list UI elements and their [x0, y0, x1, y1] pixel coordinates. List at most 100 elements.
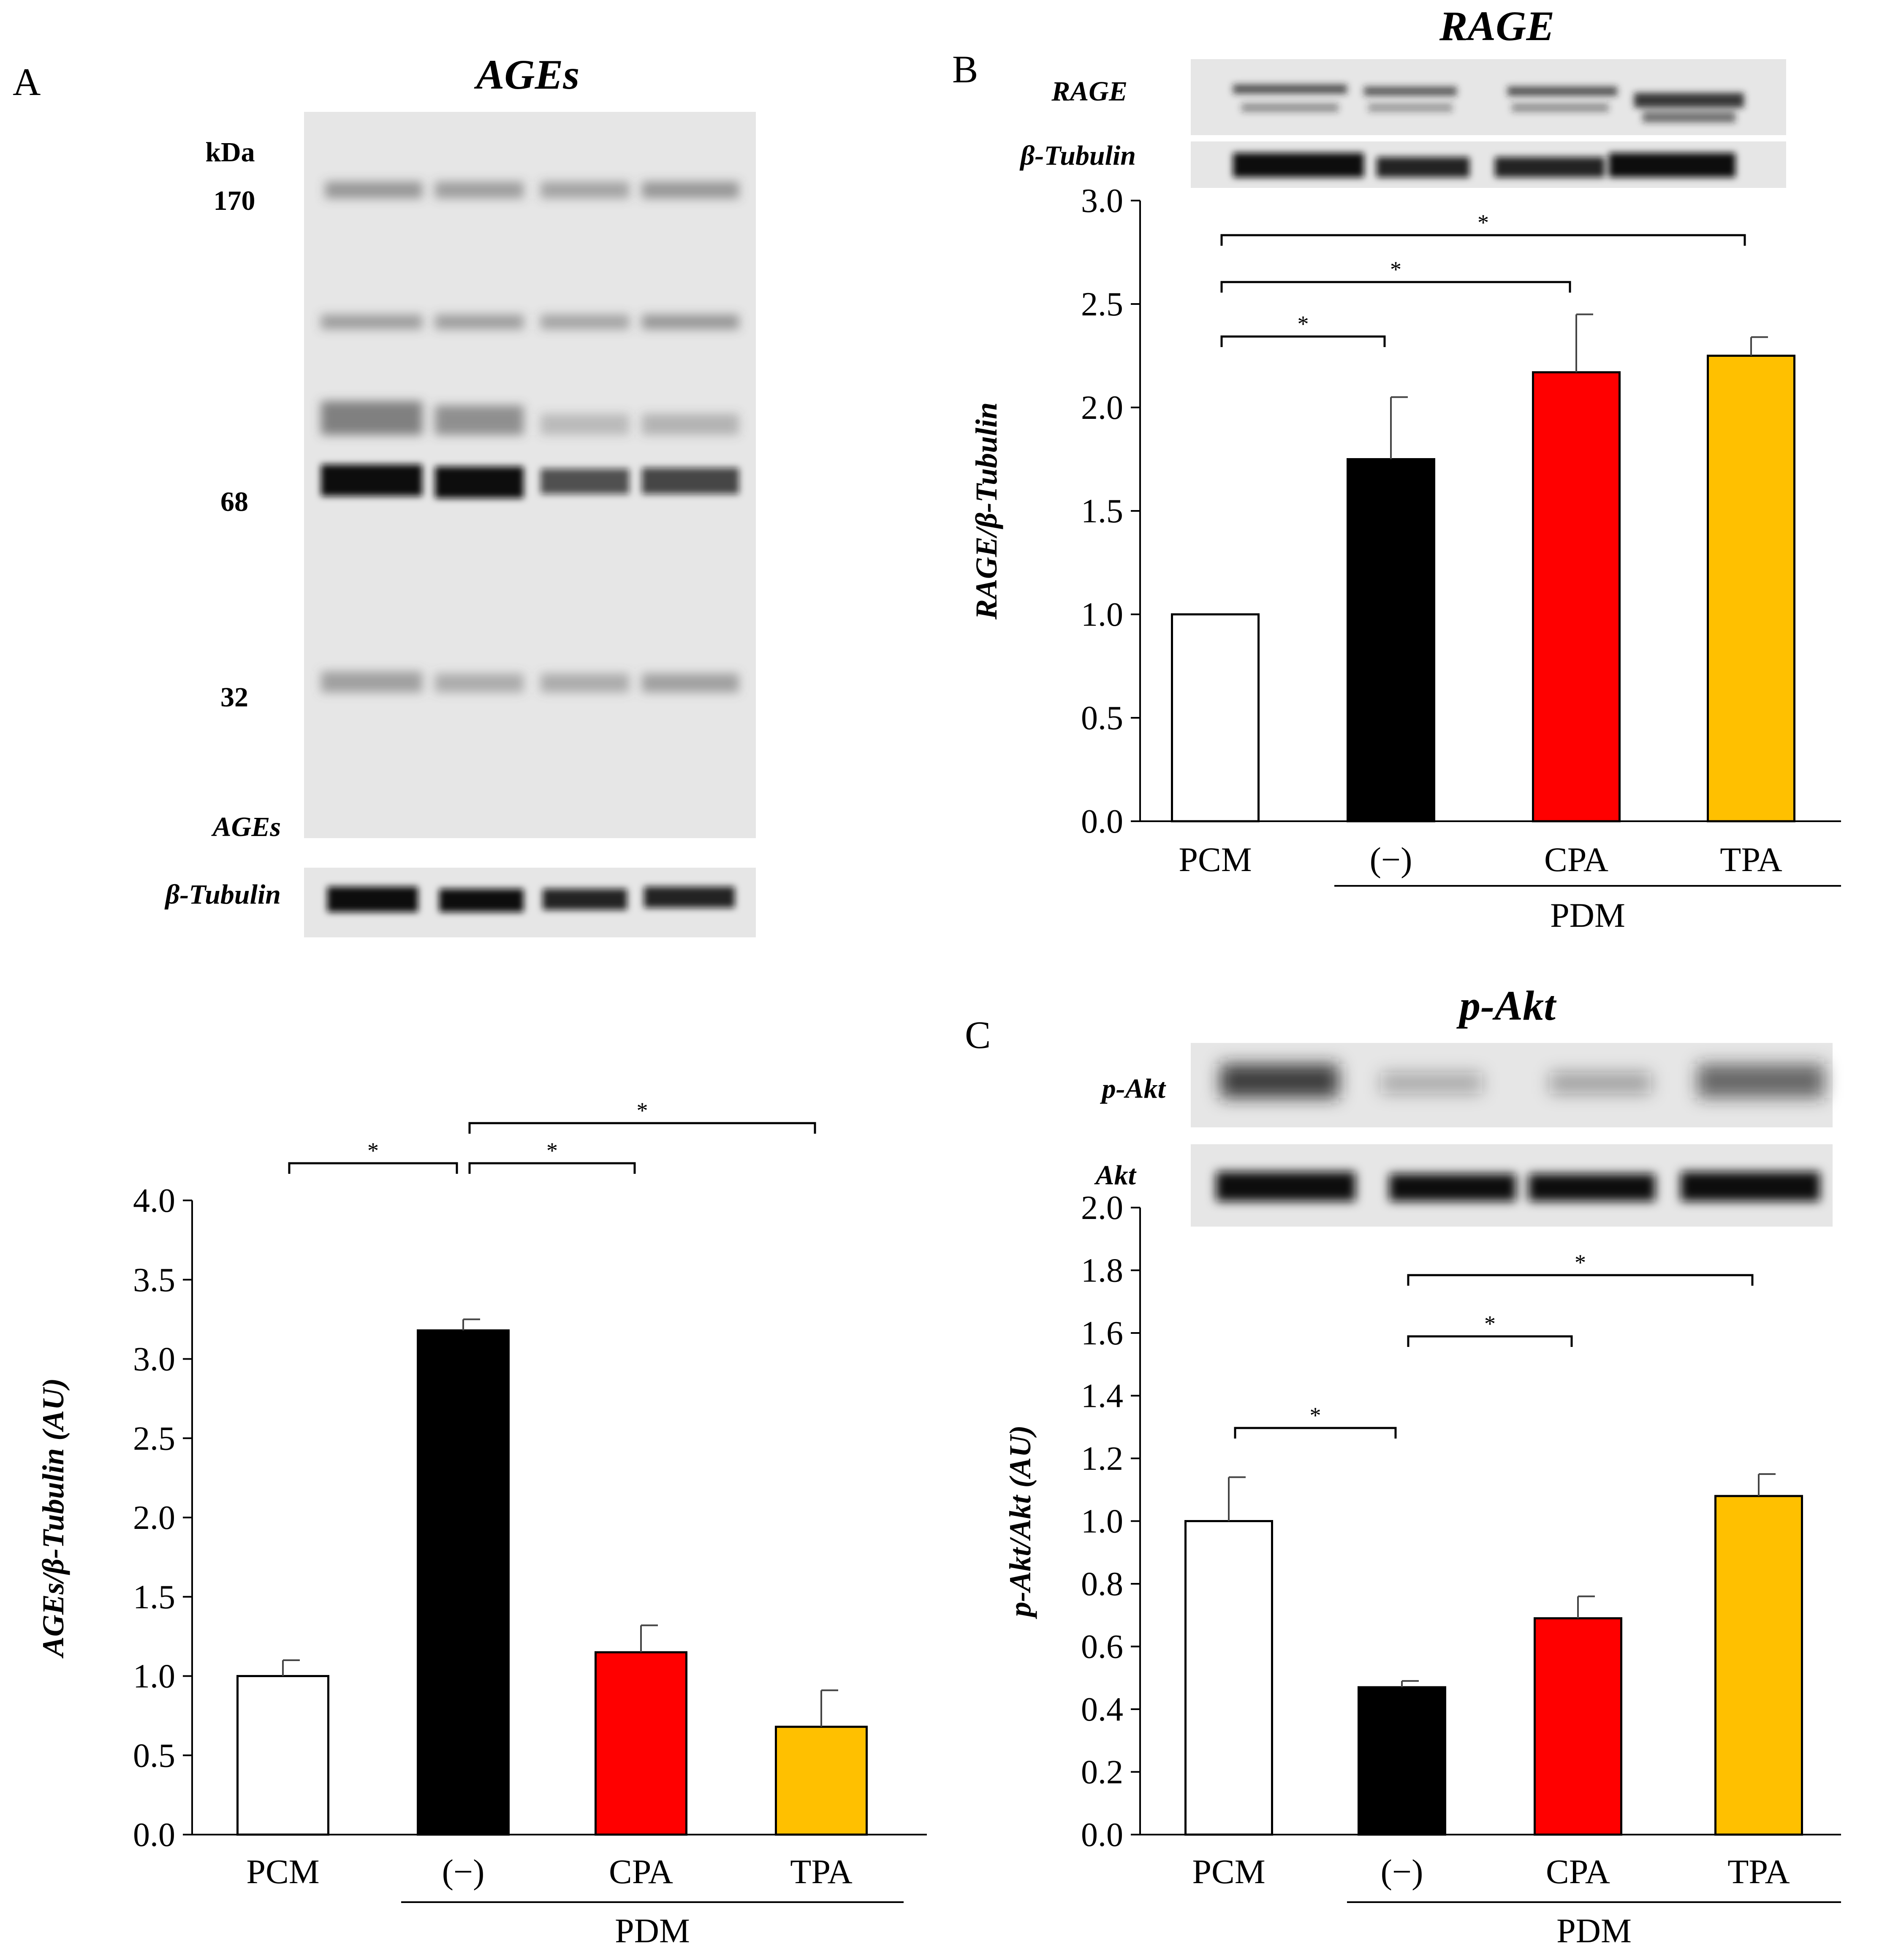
blot-label-pakt: p-Akt	[1100, 1073, 1166, 1104]
y-tick-label: 0.2	[1081, 1754, 1123, 1791]
pakt-blot	[1191, 1043, 1833, 1127]
y-axis-label: p-Akt/Akt (AU)	[1003, 1425, 1037, 1619]
blot-label-akt: Akt	[1094, 1160, 1137, 1191]
y-tick-label: 3.5	[133, 1262, 175, 1299]
significance-star: *	[1484, 1311, 1496, 1336]
significance-star: *	[367, 1138, 379, 1163]
category-label: (−)	[442, 1852, 485, 1891]
bar	[417, 1329, 510, 1836]
bar	[595, 1651, 687, 1836]
y-axis-label: AGEs/β-Tubulin (AU)	[36, 1378, 70, 1659]
significance-bracket	[288, 1162, 458, 1174]
y-tick-label: 0.6	[1081, 1629, 1123, 1666]
ages-tubulin-blot	[304, 868, 756, 937]
y-tick-label: 0.5	[133, 1737, 175, 1774]
y-tick-label: 1.5	[133, 1579, 175, 1616]
category-label: PCM	[246, 1852, 319, 1891]
blot-label-tubulin-a: β-Tubulin	[164, 879, 281, 910]
pakt-chart: 0.0 0.2 0.4 0.6 0.8 1.0 1.2 1.4 1.6 1.8 2.0 p-Akt/A…	[1003, 1189, 1841, 1950]
y-tick-label: 1.6	[1081, 1315, 1123, 1352]
bar	[1347, 458, 1435, 823]
blot-title-ages: AGEs	[474, 51, 580, 98]
rage-chart: 0.0 0.5 1.0 1.5 2.0 2.5 3.0 RAGE/β-Tubulin PCM (−…	[970, 182, 1841, 934]
ages-blot	[304, 112, 756, 838]
category-label: (−)	[1370, 840, 1412, 879]
y-tick-label: 0.5	[1081, 700, 1123, 737]
y-axis-label: RAGE/β-Tubulin	[970, 402, 1003, 620]
group-label: PDM	[615, 1911, 690, 1950]
y-tick-label: 1.0	[1081, 1503, 1123, 1540]
significance-bracket	[1220, 281, 1571, 293]
y-tick-label: 1.4	[1081, 1378, 1123, 1415]
category-label: PCM	[1179, 840, 1252, 879]
panel-label-a: A	[13, 60, 41, 103]
group-label: PDM	[1556, 1911, 1632, 1950]
significance-star: *	[1310, 1403, 1321, 1428]
blot-title-rage: RAGE	[1439, 3, 1554, 49]
bar	[1534, 1617, 1622, 1836]
bar	[1184, 1520, 1273, 1836]
significance-bracket	[468, 1122, 816, 1134]
bar	[1358, 1686, 1446, 1836]
bar	[775, 1726, 868, 1836]
panel-label-b: B	[952, 48, 978, 91]
significance-star: *	[1477, 210, 1489, 235]
bar	[236, 1675, 329, 1836]
y-tick-label: 2.5	[1081, 286, 1123, 323]
significance-bracket	[1407, 1335, 1573, 1347]
y-tick-label: 1.5	[1081, 493, 1123, 530]
y-tick-label: 0.0	[1081, 803, 1123, 840]
significance-bracket	[1407, 1274, 1754, 1286]
blot-label-rage: RAGE	[1051, 76, 1127, 107]
y-tick-label: 4.0	[133, 1182, 175, 1219]
significance-star: *	[1575, 1250, 1586, 1275]
category-label: CPA	[1546, 1852, 1610, 1891]
bar	[1532, 371, 1621, 823]
akt-blot	[1191, 1144, 1833, 1227]
bar	[1171, 613, 1260, 823]
significance-star: *	[1298, 311, 1309, 337]
y-tick-label: 0.0	[1081, 1816, 1123, 1854]
kda-label: kDa	[205, 137, 255, 168]
marker-170: 170	[214, 185, 255, 216]
significance-bracket	[1220, 335, 1386, 347]
y-tick-label: 1.0	[1081, 596, 1123, 633]
category-label: PCM	[1192, 1852, 1265, 1891]
y-tick-label: 3.0	[1081, 182, 1123, 220]
significance-star: *	[546, 1138, 558, 1163]
y-tick-label: 2.0	[1081, 1189, 1123, 1227]
panel-label-c: C	[965, 1013, 991, 1056]
bar	[1707, 355, 1795, 823]
blot-label-tubulin-b: β-Tubulin	[1019, 140, 1136, 171]
significance-bracket	[468, 1162, 636, 1174]
y-tick-label: 2.0	[1081, 389, 1123, 426]
y-tick-label: 0.8	[1081, 1566, 1123, 1603]
marker-32: 32	[220, 682, 248, 713]
y-tick-label: 3.0	[133, 1341, 175, 1378]
y-tick-label: 2.0	[133, 1499, 175, 1537]
marker-68: 68	[220, 486, 248, 517]
blot-label-ages: AGEs	[211, 812, 281, 842]
y-tick-label: 0.0	[133, 1816, 175, 1854]
significance-bracket	[1220, 234, 1746, 246]
y-tick-label: 1.8	[1081, 1252, 1123, 1289]
y-tick-label: 1.2	[1081, 1440, 1123, 1477]
y-tick-label: 0.4	[1081, 1691, 1123, 1728]
category-label: (−)	[1381, 1852, 1423, 1891]
ages-chart: 0.0 0.5 1.0 1.5 2.0 2.5 3.0 3.5 4.0 AGEs/β-Tubuli…	[36, 1098, 927, 1950]
category-label: TPA	[1720, 840, 1782, 879]
rage-tubulin-blot	[1191, 141, 1786, 188]
significance-star: *	[637, 1098, 648, 1123]
y-tick-label: 1.0	[133, 1658, 175, 1695]
y-tick-label: 2.5	[133, 1420, 175, 1457]
category-label: CPA	[609, 1852, 673, 1891]
category-label: CPA	[1544, 840, 1608, 879]
blot-title-pakt: p-Akt	[1456, 982, 1557, 1029]
significance-bracket	[1234, 1427, 1397, 1439]
group-label: PDM	[1550, 896, 1625, 934]
category-label: TPA	[790, 1852, 852, 1891]
rage-blot	[1191, 59, 1786, 135]
category-label: TPA	[1727, 1852, 1790, 1891]
bar	[1714, 1495, 1803, 1836]
